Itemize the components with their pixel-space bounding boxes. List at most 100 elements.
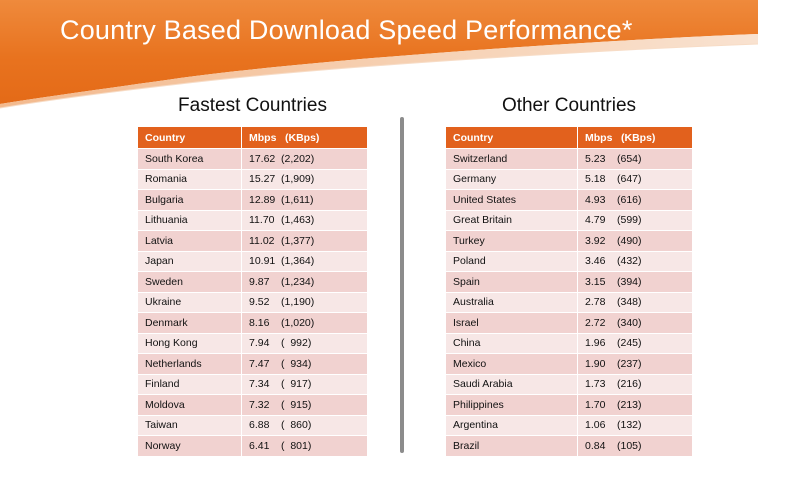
- mbps-value: 4.93: [585, 193, 606, 206]
- country-cell: Finland: [138, 374, 241, 395]
- kbps-value: (105): [617, 439, 642, 452]
- mbps-value: 11.70: [249, 214, 275, 227]
- kbps-value: (245): [617, 337, 642, 350]
- table-row: Taiwan 6.88 ( 860): [138, 415, 367, 436]
- other-countries-table: Country Mbps (KBps) Switzerland 5.23 (654) G…: [446, 127, 692, 457]
- speed-cell: 4.79 (599): [577, 210, 692, 231]
- speed-cell: 10.91 (1,364): [241, 251, 367, 272]
- mbps-value: 2.72: [585, 316, 606, 329]
- speed-cell: 2.72 (340): [577, 313, 692, 334]
- table-row: Norway 6.41 ( 801): [138, 436, 367, 457]
- kbps-value: (1,234): [281, 275, 315, 288]
- kbps-value: (348): [617, 296, 642, 309]
- mbps-value: 2.78: [585, 296, 606, 309]
- mbps-value: 12.89: [249, 193, 276, 206]
- speed-cell: 5.18 (647): [577, 169, 692, 190]
- speed-cell: 1.06 (132): [577, 415, 692, 436]
- country-cell: Germany: [446, 169, 577, 190]
- mbps-value: 10.91: [249, 255, 276, 268]
- kbps-value: (213): [617, 398, 642, 411]
- kbps-value: (647): [617, 173, 642, 186]
- section-divider: [400, 117, 404, 453]
- speed-cell: 0.84 (105): [577, 436, 692, 457]
- speed-column-header: Mbps (KBps): [577, 127, 692, 149]
- kbps-value: ( 934): [281, 357, 312, 370]
- table-row: Poland 3.46 (432): [446, 251, 692, 272]
- country-cell: Moldova: [138, 395, 241, 416]
- speed-cell: 7.47 ( 934): [241, 354, 367, 375]
- mbps-value: 1.06: [585, 419, 606, 432]
- kbps-column-header: (KBps): [285, 131, 320, 144]
- speed-cell: 9.52 (1,190): [241, 292, 367, 313]
- country-column-header: Country: [138, 127, 241, 149]
- mbps-value: 5.23: [585, 152, 606, 165]
- mbps-value: 9.52: [249, 296, 270, 309]
- country-cell: Lithuania: [138, 210, 241, 231]
- table-header-row: Country Mbps (KBps): [138, 127, 367, 149]
- country-cell: Spain: [446, 272, 577, 293]
- kbps-value: (432): [617, 255, 642, 268]
- kbps-value: (1,463): [281, 214, 315, 227]
- speed-cell: 12.89 (1,611): [241, 190, 367, 211]
- speed-cell: 3.46 (432): [577, 251, 692, 272]
- other-countries-rows: Switzerland 5.23 (654) Germany 5.18 (647) Unit…: [446, 149, 692, 457]
- mbps-value: 7.47: [249, 357, 270, 370]
- mbps-column-header: Mbps: [585, 131, 613, 144]
- country-cell: Romania: [138, 169, 241, 190]
- table-row: Spain 3.15 (394): [446, 272, 692, 293]
- kbps-value: (654): [617, 152, 642, 165]
- kbps-value: (1,611): [281, 193, 314, 206]
- mbps-value: 6.41: [249, 439, 270, 452]
- mbps-value: 11.02: [249, 234, 275, 247]
- speed-cell: 9.87 (1,234): [241, 272, 367, 293]
- table-row: Sweden 9.87 (1,234): [138, 272, 367, 293]
- table-row: Argentina 1.06 (132): [446, 415, 692, 436]
- fastest-countries-rows: South Korea 17.62 (2,202) Romania 15.27 (1,90…: [138, 149, 367, 457]
- kbps-column-header: (KBps): [621, 131, 656, 144]
- speed-cell: 7.94 ( 992): [241, 333, 367, 354]
- slide-title: Country Based Download Speed Performance…: [60, 15, 633, 45]
- speed-cell: 2.78 (348): [577, 292, 692, 313]
- kbps-value: (1,377): [281, 234, 315, 247]
- table-row: Switzerland 5.23 (654): [446, 149, 692, 170]
- speed-cell: 11.02 (1,377): [241, 231, 367, 252]
- kbps-value: (237): [617, 357, 642, 370]
- other-countries-heading: Other Countries: [501, 95, 637, 116]
- table-row: Netherlands 7.47 ( 934): [138, 354, 367, 375]
- country-cell: Philippines: [446, 395, 577, 416]
- table-row: Mexico 1.90 (237): [446, 354, 692, 375]
- speed-cell: 17.62 (2,202): [241, 149, 367, 170]
- speed-cell: 1.96 (245): [577, 333, 692, 354]
- mbps-value: 9.87: [249, 275, 270, 288]
- mbps-value: 8.16: [249, 316, 270, 329]
- table-row: Japan 10.91 (1,364): [138, 251, 367, 272]
- fastest-countries-heading: Fastest Countries: [178, 95, 327, 116]
- kbps-value: ( 860): [281, 419, 312, 432]
- speed-cell: 7.34 ( 917): [241, 374, 367, 395]
- table-row: Germany 5.18 (647): [446, 169, 692, 190]
- table-row: Turkey 3.92 (490): [446, 231, 692, 252]
- table-row: Lithuania 11.70 (1,463): [138, 210, 367, 231]
- country-cell: Bulgaria: [138, 190, 241, 211]
- mbps-value: 15.27: [249, 173, 276, 186]
- country-cell: Hong Kong: [138, 333, 241, 354]
- country-cell: Israel: [446, 313, 577, 334]
- mbps-value: 1.96: [585, 337, 606, 350]
- country-cell: China: [446, 333, 577, 354]
- table-row: Romania 15.27 (1,909): [138, 169, 367, 190]
- kbps-value: (599): [617, 214, 642, 227]
- speed-cell: 3.92 (490): [577, 231, 692, 252]
- table-row: Ukraine 9.52 (1,190): [138, 292, 367, 313]
- country-cell: Taiwan: [138, 415, 241, 436]
- kbps-value: ( 917): [281, 378, 312, 391]
- country-cell: Japan: [138, 251, 241, 272]
- speed-cell: 1.73 (216): [577, 374, 692, 395]
- table-row: Denmark 8.16 (1,020): [138, 313, 367, 334]
- country-cell: Latvia: [138, 231, 241, 252]
- table-row: Israel 2.72 (340): [446, 313, 692, 334]
- speed-cell: 8.16 (1,020): [241, 313, 367, 334]
- country-cell: Saudi Arabia: [446, 374, 577, 395]
- kbps-value: (2,202): [281, 152, 315, 165]
- kbps-value: (1,364): [281, 255, 315, 268]
- country-cell: Norway: [138, 436, 241, 457]
